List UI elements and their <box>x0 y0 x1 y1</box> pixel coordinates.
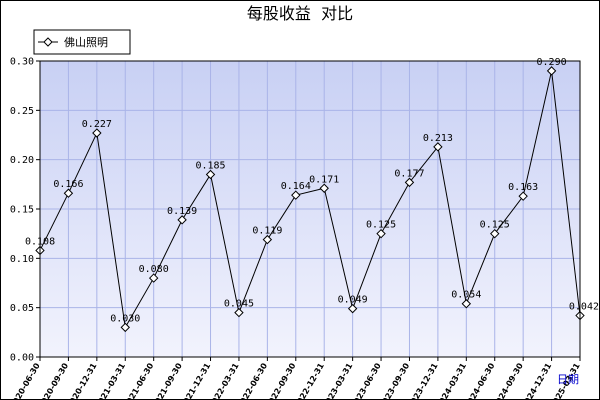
data-point-marker <box>546 66 557 76</box>
y-tick-label: 0.25 <box>10 106 34 117</box>
y-tick-label: 0.15 <box>10 205 34 216</box>
data-label: 0.080 <box>139 264 169 275</box>
x-axis-unit-label: 日期 <box>557 373 579 386</box>
plot-frame <box>39 60 581 358</box>
data-point-marker <box>347 303 358 314</box>
data-label: 0.125 <box>366 220 396 231</box>
data-point-marker <box>404 177 415 188</box>
y-tick-label: 0.00 <box>10 353 34 364</box>
data-label: 0.119 <box>252 226 282 237</box>
data-label: 0.164 <box>281 181 311 192</box>
data-label: 0.166 <box>53 179 83 190</box>
data-point-marker <box>262 234 273 245</box>
data-point-marker <box>319 183 329 193</box>
data-label: 0.185 <box>195 160 225 171</box>
series-line <box>39 70 581 329</box>
data-point-marker <box>376 228 386 239</box>
data-label: 0.227 <box>82 119 112 130</box>
data-point-marker <box>433 142 443 152</box>
data-point-marker <box>177 215 187 225</box>
data-point-marker <box>490 228 500 239</box>
y-tick-label: 0.20 <box>10 155 34 166</box>
data-label: 0.054 <box>451 290 481 301</box>
data-label: 0.163 <box>508 182 538 193</box>
data-point-marker <box>120 322 130 333</box>
data-label: 0.290 <box>537 57 567 68</box>
y-tick-label: 0.30 <box>10 57 34 68</box>
data-point-marker <box>92 128 102 138</box>
y-tick-label: 0.10 <box>10 254 34 265</box>
data-label: 0.125 <box>480 220 510 231</box>
legend-series-name: 佛山照明 <box>64 36 108 49</box>
data-point-marker <box>205 169 216 180</box>
y-axis: 0.00 0.05 0.10 0.15 0.20 0.25 0.30 <box>10 57 40 364</box>
data-point-marker <box>461 299 472 309</box>
data-label: 0.177 <box>394 168 424 179</box>
data-label: 0.042 <box>569 302 599 313</box>
data-point-marker <box>291 190 301 200</box>
data-label: 0.139 <box>167 206 197 217</box>
data-point-marker <box>518 191 528 201</box>
series-layer: 0.1080.1660.2270.0300.0800.1390.1850.045… <box>25 57 599 333</box>
data-label: 0.213 <box>423 133 453 144</box>
legend-diamond-marker <box>43 37 53 47</box>
y-tick-label: 0.05 <box>10 303 34 314</box>
legend: 佛山照明 <box>33 29 131 55</box>
data-point-marker <box>148 273 159 283</box>
data-label: 0.045 <box>224 299 254 310</box>
data-point-marker <box>234 307 244 318</box>
data-point-marker <box>63 188 74 198</box>
chart-title: 每股收益 对比 <box>247 4 353 23</box>
data-label: 0.171 <box>309 174 339 185</box>
data-label: 0.049 <box>338 295 368 306</box>
data-label: 0.030 <box>110 313 140 324</box>
